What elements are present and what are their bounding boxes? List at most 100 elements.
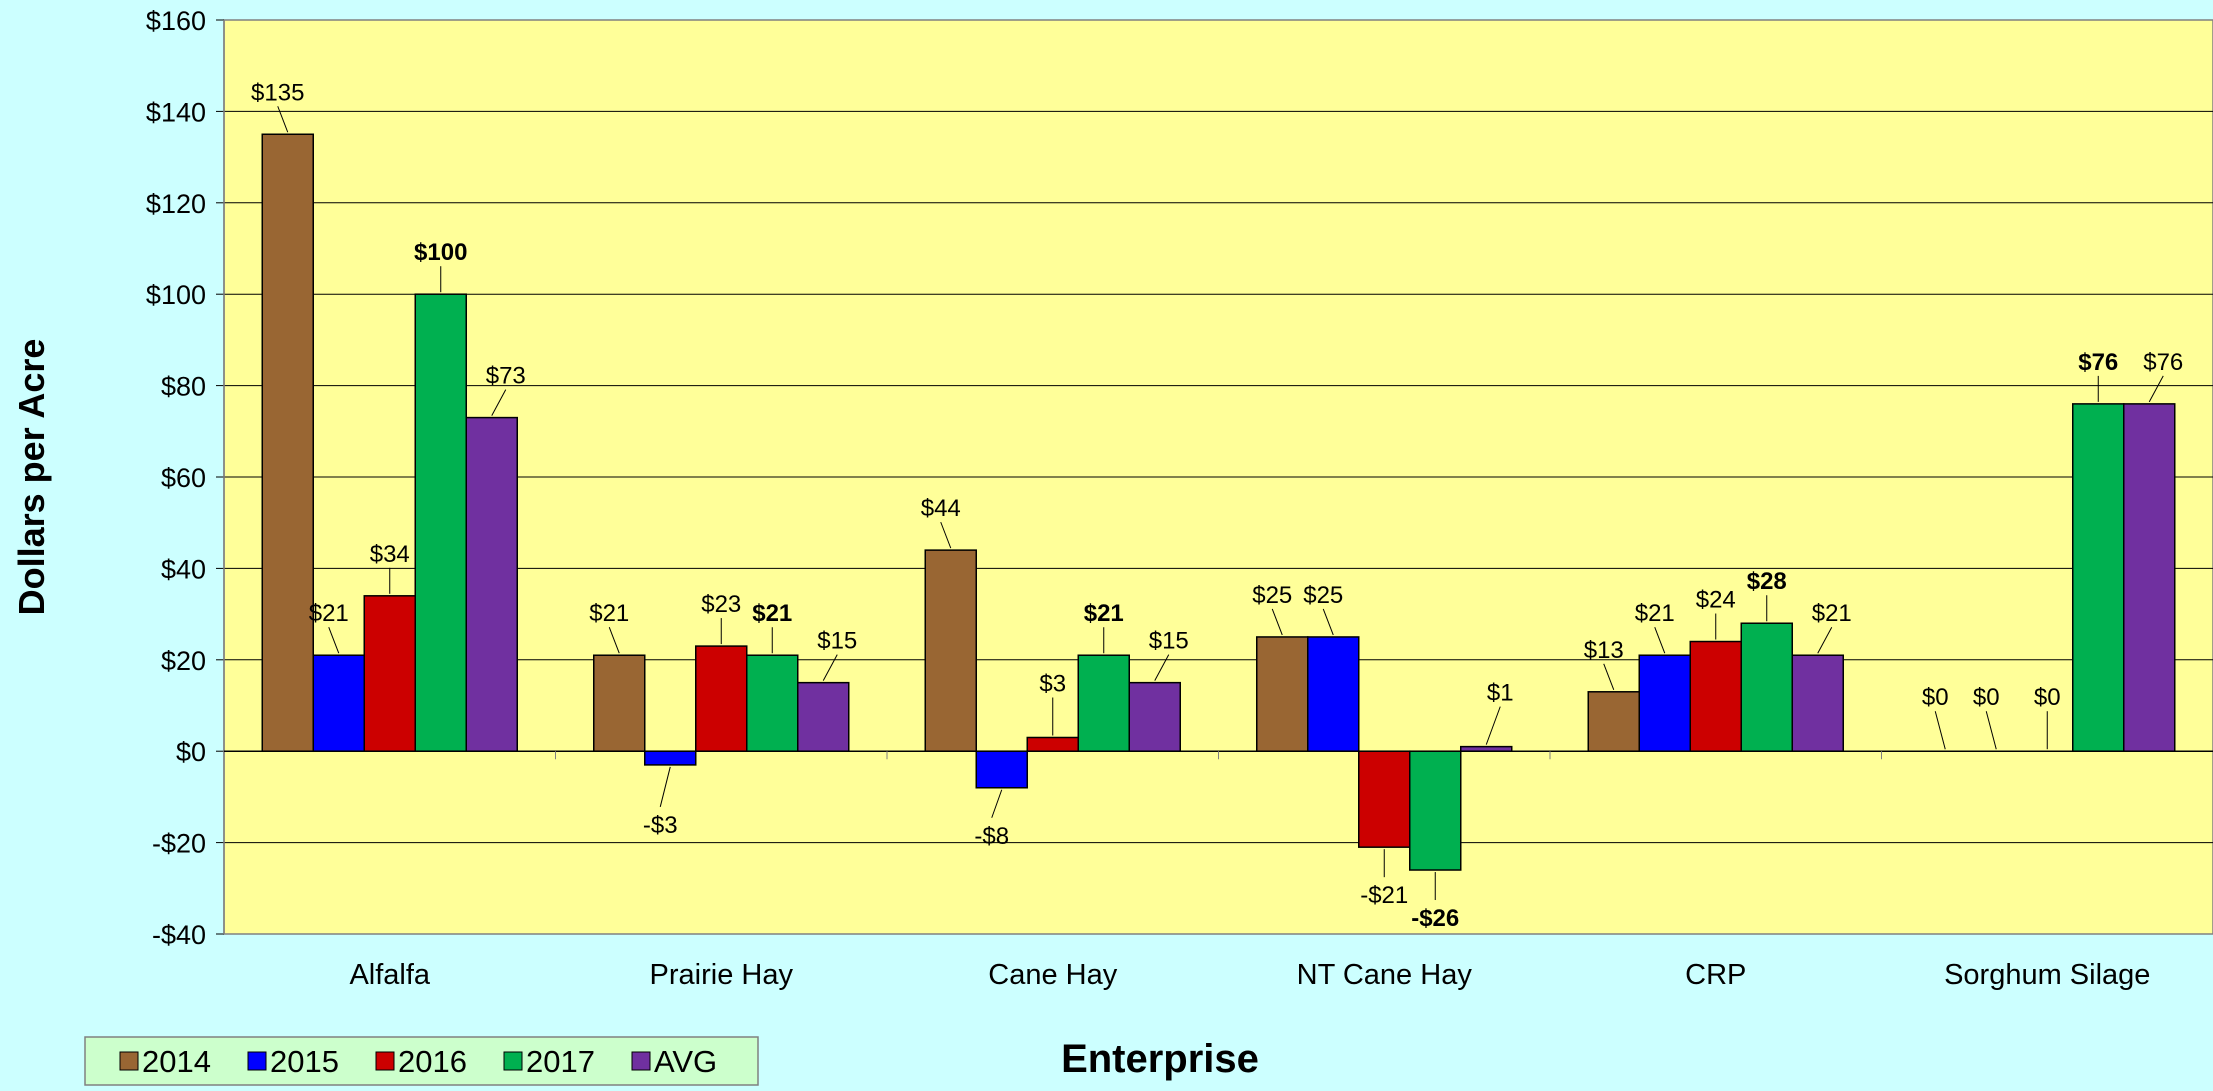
data-label-leader	[1271, 608, 1283, 636]
data-label: $76	[2143, 349, 2183, 376]
x-tick-label: NT Cane Hay	[1297, 959, 1473, 991]
data-label: $21	[752, 600, 792, 627]
x-tick-label: Cane Hay	[988, 959, 1117, 991]
data-label: $0	[2034, 684, 2061, 711]
y-axis-title: Dollars per Acre	[11, 339, 52, 616]
bar-2016-cane-hay	[1026, 736, 1079, 752]
data-label-leader	[659, 766, 671, 808]
data-label: $21	[589, 600, 629, 627]
data-label-leader	[1934, 711, 1946, 750]
data-label: -$8	[974, 823, 1009, 850]
bar-2017-prairie-hay	[746, 654, 799, 752]
data-label-leader	[277, 106, 289, 133]
bar-avg-sorghum-silage	[2123, 403, 2176, 752]
data-label-leader	[991, 789, 1003, 818]
data-label: $15	[817, 628, 857, 655]
data-label: $25	[1303, 582, 1343, 609]
legend-label: 2016	[398, 1044, 467, 1079]
bar-2017-sorghum-silage	[2072, 403, 2125, 752]
bar-2016-prairie-hay	[695, 645, 748, 752]
y-tick-label: $100	[146, 280, 206, 310]
data-label: $21	[1084, 600, 1124, 627]
y-tick-label: $160	[146, 6, 206, 36]
data-label-leader	[1154, 654, 1170, 681]
data-label: $100	[414, 239, 467, 266]
data-label-leader	[822, 654, 838, 681]
data-label-leader	[1485, 706, 1501, 745]
data-label: $135	[251, 79, 304, 106]
data-label: $21	[1635, 600, 1675, 627]
y-tick-label: $140	[146, 97, 206, 127]
y-tick-label: $0	[176, 737, 206, 767]
bars	[261, 133, 2176, 871]
legend-swatch-2017	[503, 1051, 523, 1071]
bar-2017-cane-hay	[1077, 654, 1130, 752]
y-tick-label: $20	[161, 646, 206, 676]
legend-swatch-2015	[247, 1051, 267, 1071]
data-label: -$26	[1411, 905, 1459, 932]
bar-2017-nt-cane-hay	[1409, 750, 1462, 871]
data-label: $28	[1747, 568, 1787, 595]
bar-2014-alfalfa	[261, 133, 314, 752]
x-tick-label: Alfalfa	[349, 959, 430, 991]
data-label-leader	[328, 627, 340, 654]
data-label: $25	[1252, 582, 1292, 609]
data-label-leader	[491, 389, 507, 416]
bar-2014-prairie-hay	[593, 654, 646, 752]
x-tick-label: Sorghum Silage	[1944, 959, 2150, 991]
y-tick-label: $40	[161, 554, 206, 584]
bar-2017-crp	[1740, 622, 1793, 752]
data-label-leader	[608, 627, 620, 654]
y-tick-label: $80	[161, 372, 206, 402]
bar-2015-prairie-hay	[644, 750, 697, 766]
y-axis-ticks: $160 $140 $120 $100 $80 $60 $40 $20 $0 -$20 -$40	[146, 6, 225, 950]
bar-2015-nt-cane-hay	[1307, 636, 1360, 752]
bar-2016-alfalfa	[363, 595, 416, 752]
data-label: $0	[1973, 684, 2000, 711]
x-tick-label: Prairie Hay	[650, 959, 794, 991]
bar-2014-nt-cane-hay	[1256, 636, 1309, 752]
y-tick-label: -$20	[152, 829, 206, 859]
data-label: $73	[486, 363, 526, 390]
bar-2014-crp	[1587, 691, 1640, 752]
y-tick-label: $120	[146, 189, 206, 219]
data-labels: $135 $21 $34 $100 $73 $21 -$3 $23 $21 $15 $44 -$8 $3…	[251, 79, 2183, 932]
bar-2015-alfalfa	[312, 654, 365, 752]
x-axis-ticks: Alfalfa Prairie Hay Cane Hay NT Cane Hay CRP…	[224, 750, 2213, 991]
bar-avg-alfalfa	[465, 416, 518, 752]
legend: 2014 2015 2016 2017 AVG	[84, 1036, 759, 1086]
data-label-leader	[940, 521, 952, 549]
bar-2015-cane-hay	[975, 750, 1028, 789]
data-label: $24	[1696, 587, 1736, 614]
data-label: $76	[2078, 349, 2118, 376]
y-tick-label: -$40	[152, 920, 206, 950]
bar-2016-nt-cane-hay	[1358, 750, 1411, 848]
data-label: $21	[309, 600, 349, 627]
legend-label: AVG	[654, 1044, 717, 1079]
y-tick-label: $60	[161, 463, 206, 493]
legend-label: 2014	[142, 1044, 211, 1079]
bar-2015-crp	[1638, 654, 1691, 752]
bar-avg-cane-hay	[1128, 681, 1181, 752]
data-label-leader	[1985, 711, 1997, 750]
data-label: $44	[921, 495, 961, 522]
bar-2017-alfalfa	[414, 293, 467, 752]
data-label: $34	[370, 541, 410, 568]
data-label: -$3	[643, 812, 678, 839]
data-label: $3	[1039, 670, 1066, 697]
legend-label: 2015	[270, 1044, 339, 1079]
data-label: $21	[1812, 600, 1852, 627]
legend-swatch-2016	[375, 1051, 395, 1071]
bar-avg-prairie-hay	[797, 681, 850, 752]
legend-label: 2017	[526, 1044, 595, 1079]
data-label: $1	[1487, 680, 1514, 707]
bar-avg-crp	[1791, 654, 1844, 752]
x-axis-title: Enterprise	[1061, 1037, 1259, 1081]
data-label: $13	[1584, 637, 1624, 664]
data-label: -$21	[1360, 882, 1408, 909]
legend-swatch-avg	[631, 1051, 651, 1071]
data-label: $23	[701, 591, 741, 618]
data-label-leader	[1603, 663, 1615, 690]
